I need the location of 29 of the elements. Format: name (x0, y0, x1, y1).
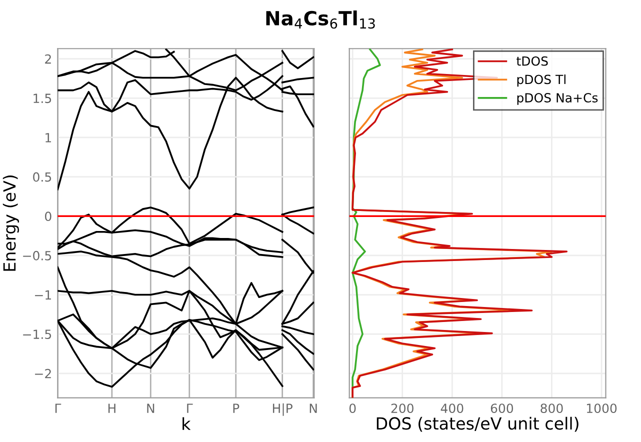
x-tick-label: 800 (540, 404, 563, 414)
x-axis-title: DOS (states/eV unit cell) (376, 416, 578, 432)
y-tick-label: 1 (46, 133, 51, 142)
y-tick-label: −0.5 (23, 250, 52, 260)
x-tick-label: 200 (391, 404, 414, 414)
legend-label: tDOS (516, 56, 548, 66)
x-tick-label: H (108, 404, 116, 413)
x-tick-label: P (233, 404, 240, 413)
x-tick-label: Γ (187, 404, 193, 413)
y-tick-label: 2 (45, 54, 51, 64)
y-tick-label: 1.5 (34, 94, 52, 104)
y-tick-label: −1 (35, 290, 51, 300)
x-tick-label: N (310, 404, 317, 413)
legend-label: pDOS Na+Cs (517, 93, 598, 105)
x-tick-label: N (147, 404, 154, 413)
x-tick-label: 1000 (586, 404, 617, 414)
y-tick-label: −1.5 (23, 330, 52, 340)
x-tick-label: 400 (440, 404, 464, 414)
x-tick-label: Γ (55, 404, 62, 413)
y-tick-label: −2 (35, 368, 51, 378)
y-axis-title: Energy (eV) (2, 175, 20, 271)
x-tick-label: 0 (349, 404, 356, 414)
y-tick-label: 0 (45, 212, 52, 222)
x-tick-label: 600 (490, 404, 514, 414)
y-tick-label: 0.5 (33, 172, 52, 182)
legend-label: pDOS Tl (517, 74, 566, 87)
x-axis-title: k (182, 417, 191, 430)
x-tick-label: H|P (272, 403, 292, 416)
chart-title: Na$_{4}$Cs$_{6}$Tl$_{13}$ (266, 10, 375, 29)
